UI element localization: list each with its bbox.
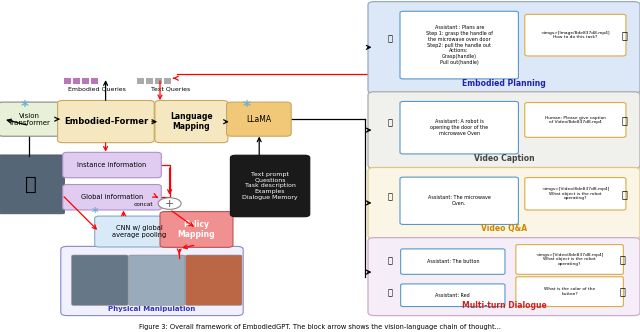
Text: *: * <box>92 206 98 219</box>
Text: 🏭: 🏭 <box>26 175 37 194</box>
Bar <box>73 78 80 84</box>
Text: <imgs>[Video/8de837d8.mp4]
What object is the robot
operating?: <imgs>[Video/8de837d8.mp4] What object i… <box>536 253 604 266</box>
Text: Assistant: A robot is
opening the door of the
microwave Oven: Assistant: A robot is opening the door o… <box>430 120 488 136</box>
Text: +: + <box>165 199 174 208</box>
FancyBboxPatch shape <box>186 255 242 305</box>
Text: <imgs>[Video/8de837d8.mp4]
What object is the robot
operating?: <imgs>[Video/8de837d8.mp4] What object i… <box>541 187 609 201</box>
Bar <box>64 78 71 84</box>
Text: 👤: 👤 <box>619 287 625 297</box>
Text: Assistant : Plans are
Step 1: grasp the handle of
the microwave oven door
Step2:: Assistant : Plans are Step 1: grasp the … <box>426 25 493 65</box>
Text: Physical Manipulation: Physical Manipulation <box>108 305 195 311</box>
FancyBboxPatch shape <box>72 255 128 305</box>
Text: Embodied-Former: Embodied-Former <box>64 117 148 126</box>
Text: Assistant: The microwave
Oven.: Assistant: The microwave Oven. <box>428 196 491 206</box>
Text: Text prompt
Questions
Task description
Examples
Dialogue Memory: Text prompt Questions Task description E… <box>243 172 298 200</box>
FancyBboxPatch shape <box>368 2 640 93</box>
FancyBboxPatch shape <box>525 14 626 56</box>
FancyBboxPatch shape <box>400 102 518 154</box>
Text: Embodied Queries: Embodied Queries <box>68 87 126 92</box>
FancyBboxPatch shape <box>160 211 233 247</box>
Text: Assistant: Red: Assistant: Red <box>435 293 470 298</box>
Text: Video Q&A: Video Q&A <box>481 224 527 233</box>
Bar <box>82 78 89 84</box>
FancyBboxPatch shape <box>400 177 518 224</box>
Text: Embodied Planning: Embodied Planning <box>462 79 546 88</box>
FancyBboxPatch shape <box>58 101 154 143</box>
Text: Language
Mapping: Language Mapping <box>170 112 212 131</box>
Text: Figure 3: Overall framework of EmbodiedGPT. The block arrow shows the vision-lan: Figure 3: Overall framework of EmbodiedG… <box>139 324 501 330</box>
Text: 👤: 👤 <box>621 30 627 40</box>
FancyBboxPatch shape <box>230 155 310 217</box>
Text: 🤖: 🤖 <box>388 256 393 265</box>
Text: *: * <box>20 100 28 116</box>
Text: 🤖: 🤖 <box>388 35 393 43</box>
Bar <box>146 78 153 84</box>
Text: Global information: Global information <box>81 194 143 200</box>
Bar <box>91 78 98 84</box>
Text: *: * <box>243 100 250 116</box>
FancyBboxPatch shape <box>63 152 161 178</box>
FancyBboxPatch shape <box>516 245 623 274</box>
Text: Video Caption: Video Caption <box>474 154 534 163</box>
Text: CNN w/ global
average pooling: CNN w/ global average pooling <box>112 225 166 238</box>
Bar <box>155 78 162 84</box>
FancyBboxPatch shape <box>368 167 640 239</box>
FancyBboxPatch shape <box>61 246 243 316</box>
Text: Text Queries: Text Queries <box>150 87 190 92</box>
Text: Assistant: The button: Assistant: The button <box>426 259 479 264</box>
FancyBboxPatch shape <box>368 238 640 316</box>
Text: 👤: 👤 <box>621 115 627 125</box>
Text: 👤: 👤 <box>619 254 625 265</box>
Text: Vision
Transformer: Vision Transformer <box>8 113 51 125</box>
FancyBboxPatch shape <box>227 102 291 136</box>
Text: Instance information: Instance information <box>77 162 147 168</box>
Text: 👤: 👤 <box>621 189 627 199</box>
Text: concat: concat <box>134 202 154 207</box>
FancyBboxPatch shape <box>0 102 61 136</box>
Text: <imgs>[Image/8de837d8.mp4]
How to do this task?: <imgs>[Image/8de837d8.mp4] How to do thi… <box>541 31 610 40</box>
FancyBboxPatch shape <box>95 216 184 247</box>
FancyBboxPatch shape <box>63 185 161 210</box>
FancyBboxPatch shape <box>516 277 623 306</box>
FancyBboxPatch shape <box>155 101 228 143</box>
Text: What is the color of the
button?: What is the color of the button? <box>544 287 595 296</box>
FancyBboxPatch shape <box>0 155 65 214</box>
Bar <box>137 78 144 84</box>
Text: Human: Please give caption
of Video/8de837d8.mp4: Human: Please give caption of Video/8de8… <box>545 116 606 124</box>
FancyBboxPatch shape <box>401 284 505 306</box>
Bar <box>164 78 171 84</box>
Text: 🤖: 🤖 <box>388 289 393 297</box>
FancyBboxPatch shape <box>129 255 185 305</box>
FancyBboxPatch shape <box>368 92 640 168</box>
Text: Policy
Mapping: Policy Mapping <box>178 220 215 239</box>
Text: 🤖: 🤖 <box>388 192 393 201</box>
Text: 🤖: 🤖 <box>388 119 393 127</box>
Text: Multi-turn Dialogue: Multi-turn Dialogue <box>461 301 547 310</box>
Text: LLaMA: LLaMA <box>246 115 271 124</box>
FancyBboxPatch shape <box>525 103 626 137</box>
FancyBboxPatch shape <box>401 249 505 274</box>
Circle shape <box>158 198 181 209</box>
FancyBboxPatch shape <box>400 11 518 79</box>
FancyBboxPatch shape <box>525 178 626 210</box>
